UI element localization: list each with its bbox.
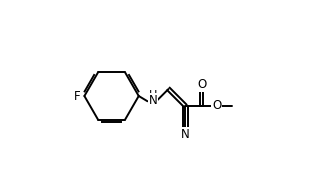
Text: N: N [181,128,190,141]
Text: H: H [149,90,157,100]
Text: F: F [74,90,81,103]
Text: O: O [197,78,206,91]
Text: O: O [212,99,221,112]
Text: N: N [149,94,158,107]
